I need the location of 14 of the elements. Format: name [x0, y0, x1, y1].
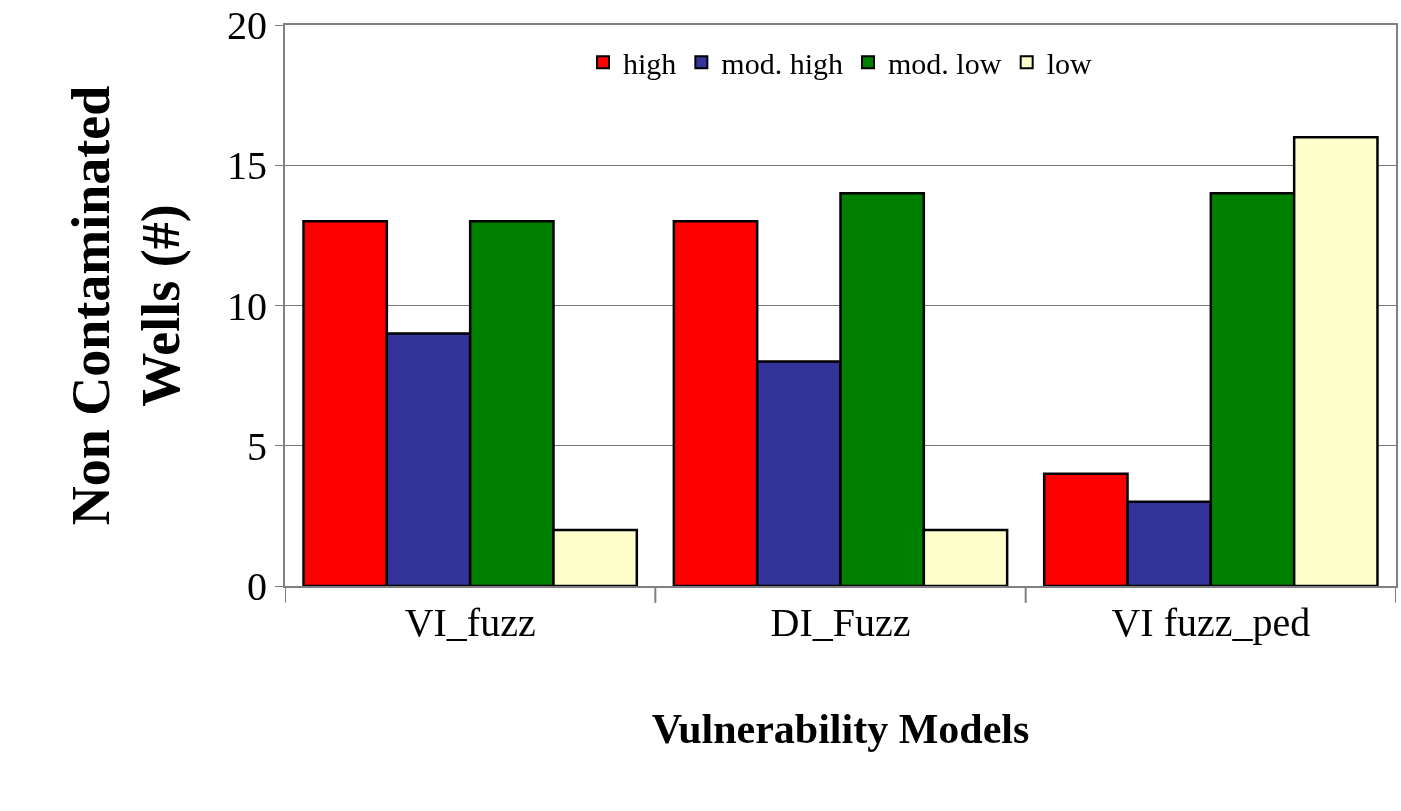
x-tick-label: VI_fuzz	[404, 600, 536, 645]
legend-label: high	[623, 46, 677, 80]
legend-label: low	[1046, 46, 1093, 80]
x-axis-title: Vulnerability Models	[651, 706, 1030, 753]
y-tick-label: 5	[247, 423, 267, 469]
y-tick-label: 15	[227, 143, 267, 189]
legend-label: mod. low	[888, 46, 1002, 80]
legend-label: mod. high	[721, 46, 844, 80]
y-tick-label: 0	[247, 564, 267, 609]
y-tick-label: 20	[227, 3, 267, 48]
x-tick-label: VI fuzz_ped	[1111, 600, 1311, 645]
x-tick-label: DI_Fuzz	[770, 600, 911, 645]
y-tick-label: 10	[227, 283, 267, 329]
y-axis-title: Non Contaminated Wells (#)	[60, 85, 192, 526]
